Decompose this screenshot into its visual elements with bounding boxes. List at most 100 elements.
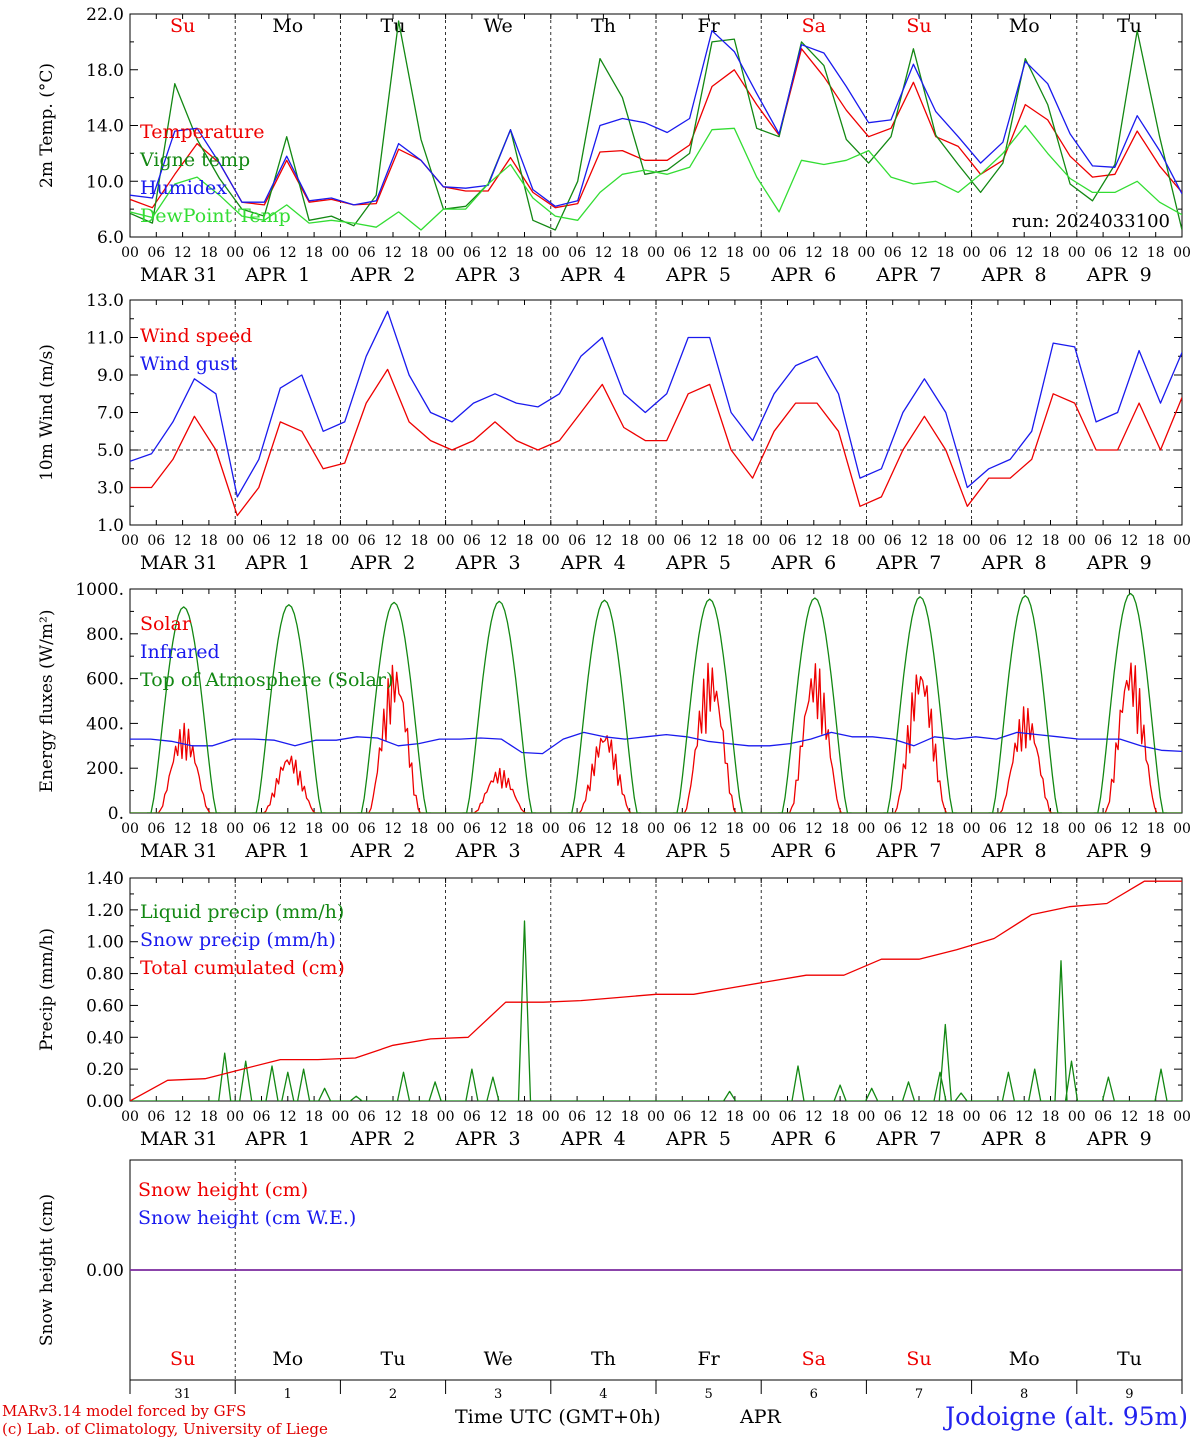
hour-tick-label: 18 — [1042, 821, 1060, 837]
series-line — [575, 735, 635, 813]
y-tick-label: 6.0 — [97, 228, 124, 248]
hour-tick-label: 06 — [463, 1109, 481, 1125]
hour-tick-label: 00 — [226, 245, 244, 261]
date-label: APR 1 — [244, 840, 310, 862]
series-line — [154, 722, 214, 813]
hour-tick-label: 06 — [1094, 533, 1112, 549]
hour-tick-label: 18 — [621, 821, 639, 837]
hour-tick-label: 18 — [831, 1109, 849, 1125]
date-label: APR 2 — [349, 552, 415, 574]
weekday-label: Fr — [697, 15, 720, 37]
date-label: APR 1 — [244, 264, 310, 286]
hour-tick-label: 18 — [831, 821, 849, 837]
legend-entry: DewPoint Temp — [140, 205, 291, 227]
y-tick-label: 7.0 — [97, 404, 124, 424]
day-number: 9 — [1125, 1387, 1133, 1402]
hour-tick-label: 00 — [331, 1109, 349, 1125]
hour-tick-label: 12 — [489, 1109, 507, 1125]
weekday-label: Mo — [272, 1348, 303, 1370]
hour-tick-label: 06 — [463, 245, 481, 261]
hour-tick-label: 00 — [121, 1109, 139, 1125]
date-label: APR 9 — [1086, 1128, 1152, 1150]
date-label: APR 3 — [455, 552, 521, 574]
hour-tick-label: 12 — [174, 1109, 192, 1125]
y-tick-label: 0.80 — [86, 965, 124, 985]
day-number: 1 — [284, 1387, 292, 1402]
hour-tick-label: 18 — [516, 245, 534, 261]
hour-tick-label: 18 — [200, 245, 218, 261]
y-tick-label: 3.0 — [97, 479, 124, 499]
hour-tick-label: 00 — [1068, 533, 1086, 549]
date-label: MAR 31 — [140, 264, 218, 286]
hour-tick-label: 00 — [963, 821, 981, 837]
month-label: APR — [740, 1406, 781, 1428]
hour-tick-label: 00 — [752, 821, 770, 837]
hour-tick-label: 06 — [463, 533, 481, 549]
panel-energy: 0. 200. 400. 600. 800. 1000. Energy fluxes (W/… — [37, 580, 1191, 862]
series-line — [130, 310, 1182, 498]
hour-tick-label: 06 — [568, 1109, 586, 1125]
hour-tick-label: 06 — [1094, 245, 1112, 261]
hour-tick-label: 12 — [489, 533, 507, 549]
weekday-label: Sa — [802, 1348, 826, 1370]
weekday-label: Su — [906, 1348, 931, 1370]
hour-tick-label: 12 — [489, 821, 507, 837]
hour-tick-label: 06 — [884, 245, 902, 261]
hour-tick-label: 00 — [963, 533, 981, 549]
y-tick-label: 0.20 — [86, 1060, 124, 1080]
hour-tick-label: 18 — [200, 821, 218, 837]
hour-tick-label: 18 — [1147, 533, 1165, 549]
hour-tick-label: 18 — [516, 821, 534, 837]
hour-tick-label: 00 — [542, 533, 560, 549]
hour-tick-label: 00 — [857, 245, 875, 261]
hour-tick-label: 18 — [200, 1109, 218, 1125]
hour-tick-label: 12 — [700, 533, 718, 549]
y-tick-label: 1.00 — [86, 933, 124, 953]
hour-tick-label: 00 — [857, 821, 875, 837]
date-label: APR 7 — [875, 1128, 941, 1150]
hour-tick-label: 12 — [700, 821, 718, 837]
weekday-label: Tu — [381, 1348, 406, 1370]
hour-tick-label: 00 — [752, 245, 770, 261]
hour-tick-label: 18 — [936, 245, 954, 261]
series-line — [130, 48, 1182, 209]
hour-tick-label: 00 — [647, 1109, 665, 1125]
hour-tick-label: 12 — [279, 1109, 297, 1125]
hour-tick-label: 12 — [279, 821, 297, 837]
series-line — [778, 597, 852, 813]
weekday-label: Sa — [802, 15, 826, 37]
hour-tick-label: 06 — [253, 1109, 271, 1125]
weekday-label: Tu — [381, 15, 406, 37]
y-tick-label: 0. — [108, 804, 124, 824]
hour-tick-label: 06 — [253, 821, 271, 837]
weekday-label: Tu — [1117, 15, 1142, 37]
hour-tick-label: 12 — [805, 821, 823, 837]
hour-tick-label: 00 — [121, 245, 139, 261]
series-line — [259, 755, 320, 813]
hour-tick-label: 00 — [1173, 533, 1191, 549]
y-tick-label: 0.00 — [86, 1261, 124, 1281]
hour-tick-label: 06 — [884, 533, 902, 549]
legend-entry: Total cumulated (cm) — [140, 957, 345, 979]
hour-tick-label: 18 — [1042, 533, 1060, 549]
hour-tick-label: 00 — [542, 245, 560, 261]
date-label: APR 2 — [349, 1128, 415, 1150]
day-number: 2 — [389, 1387, 397, 1402]
hour-tick-label: 12 — [174, 245, 192, 261]
date-label: APR 1 — [244, 1128, 310, 1150]
hour-tick-label: 18 — [831, 533, 849, 549]
hour-tick-label: 12 — [805, 1109, 823, 1125]
series-line — [462, 600, 536, 813]
date-label: APR 2 — [349, 264, 415, 286]
hour-tick-label: 00 — [437, 1109, 455, 1125]
hour-tick-label: 00 — [1173, 1109, 1191, 1125]
hour-tick-label: 00 — [647, 533, 665, 549]
hour-tick-label: 18 — [621, 1109, 639, 1125]
hour-tick-label: 12 — [700, 1109, 718, 1125]
y-tick-label: 5.0 — [97, 441, 124, 461]
hour-tick-label: 06 — [358, 1109, 376, 1125]
series-line — [1093, 592, 1168, 813]
hour-tick-label: 12 — [594, 821, 612, 837]
day-number: 7 — [915, 1387, 923, 1402]
legend-entry: Top of Atmosphere (Solar) — [140, 669, 393, 691]
